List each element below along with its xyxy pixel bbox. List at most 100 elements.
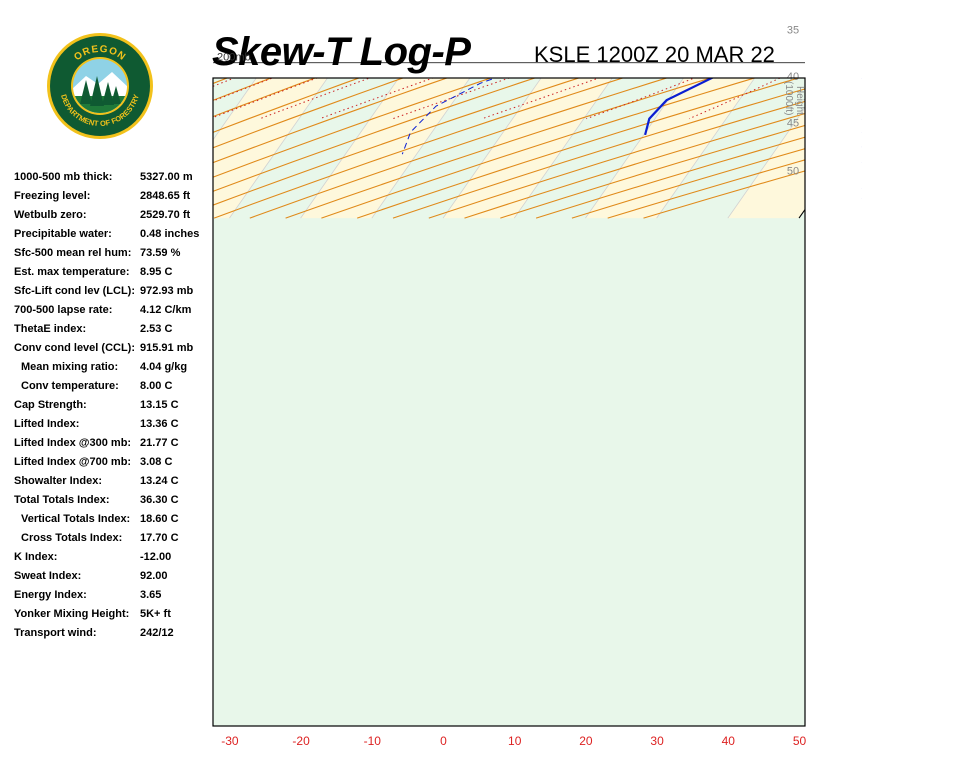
stat-label: Lifted Index: (14, 418, 80, 430)
isotherm (585, 78, 684, 219)
stat-label: Yonker Mixing Height: (14, 608, 130, 620)
barb-pennant (893, 41, 900, 56)
stat-value: 2529.70 ft (140, 209, 191, 221)
stat-value: 4.12 C/km (140, 304, 192, 316)
stat-label: Precipitable water: (14, 228, 112, 240)
barb-staff (862, 49, 899, 56)
x-tick-label: -30 (221, 734, 239, 748)
stat-label: Est. max temperature: (14, 266, 130, 278)
stat-label: Lifted Index @700 mb: (14, 456, 132, 468)
temperature-band (799, 209, 805, 219)
wind-barb (862, 49, 899, 69)
chart-title: Skew-T Log-P (212, 30, 471, 74)
barb-staff (862, 63, 899, 70)
temperature-band (941, 0, 960, 218)
temperature-band (371, 78, 542, 219)
stat-value: 13.15 C (140, 399, 179, 411)
isotherm (300, 78, 400, 219)
barb-flag (895, 0, 898, 8)
temperature-band (443, 78, 613, 219)
barb-pennant (893, 68, 900, 83)
isotherm (513, 78, 613, 219)
isotherm (213, 78, 257, 141)
stat-value: 18.60 C (140, 513, 179, 525)
stat-label: Transport wind: (14, 627, 97, 639)
isotherm (442, 78, 542, 219)
stat-label: Conv cond level (CCL): (14, 342, 136, 354)
isotherm (0, 0, 214, 218)
barb-staff (861, 188, 862, 189)
barb-staff (861, 197, 862, 199)
wind-barb (862, 63, 899, 83)
moist-adiabat (688, 78, 782, 120)
stat-value: 4.04 g/kg (140, 361, 188, 373)
height-tick-label: 40 (787, 71, 799, 83)
wind-barb (861, 132, 862, 133)
stat-value: 0.48 inches (140, 228, 200, 240)
stat-value: 17.70 C (140, 532, 179, 544)
wind-barb (861, 146, 862, 148)
stat-label: 700-500 lapse rate: (14, 304, 113, 316)
barb-flag (890, 0, 893, 7)
height-tick-label: 45 (787, 118, 799, 130)
stat-label: Energy Index: (14, 589, 87, 601)
stat-value: 92.00 (140, 570, 168, 582)
temperature-band (0, 0, 143, 218)
barb-pennant (893, 54, 900, 69)
stat-label: Sweat Index: (14, 570, 82, 582)
stat-label: Sfc-Lift cond lev (LCL): (14, 285, 135, 297)
x-tick-label: 10 (508, 734, 522, 748)
barb-staff (861, 146, 862, 148)
stat-value: 36.30 C (140, 494, 179, 506)
isotherm (0, 0, 143, 218)
x-tick-label: 0 (440, 734, 447, 748)
temperature-band (213, 78, 328, 219)
stat-label: Showalter Index: (14, 475, 103, 487)
stat-value: -12.00 (140, 551, 172, 563)
stat-value: 915.91 mb (140, 342, 194, 354)
stat-label: Total Totals Index: (14, 494, 110, 506)
stat-value: 73.59 % (140, 247, 181, 259)
stat-label: Cap Strength: (14, 399, 87, 411)
barb-flag (885, 3, 888, 17)
oregon-forestry-logo: OREGON DEPARTMENT OF FORESTRY (47, 33, 153, 139)
barb-flag (900, 4, 903, 18)
barb-flag (890, 3, 893, 17)
barb-flag (900, 0, 903, 8)
stat-value: 5327.00 m (140, 171, 193, 183)
isotherm (656, 78, 756, 219)
stat-label: Lifted Index @300 mb: (14, 437, 132, 449)
stat-label: Sfc-500 mean rel hum: (14, 247, 132, 259)
stat-label: Vertical Totals Index: (21, 513, 131, 525)
temperature-band (585, 78, 755, 219)
x-tick-label: 20 (579, 734, 593, 748)
pressure-label: 200mb (217, 52, 251, 64)
barb-staff (861, 118, 862, 120)
barb-pennant (893, 83, 900, 98)
barb-flag (885, 0, 888, 7)
stat-label: Conv temperature: (21, 380, 119, 392)
wind-barb (861, 77, 900, 98)
x-tick-label: 40 (722, 734, 736, 748)
stat-label: Cross Totals Index: (21, 532, 123, 544)
stat-label: ThetaE index: (14, 323, 87, 335)
temperature-band (0, 0, 214, 218)
stat-value: 13.36 C (140, 418, 179, 430)
wind-barb (861, 188, 862, 189)
logo-tree-icon (80, 80, 92, 104)
wind-barb (861, 118, 862, 120)
stat-value: 242/12 (140, 627, 174, 639)
temperature-band (656, 78, 805, 219)
wind-barb (862, 0, 903, 8)
barb-flag (895, 4, 898, 18)
stat-value: 8.95 C (140, 266, 173, 278)
stat-value: 21.77 C (140, 437, 179, 449)
stat-label: Freezing level: (14, 190, 91, 202)
zero-isotherm (798, 208, 805, 219)
barb-staff (861, 132, 862, 133)
wind-barb (862, 36, 899, 56)
stat-value: 2.53 C (140, 323, 173, 335)
height-axis-unit: (1000ft) (783, 81, 794, 115)
isotherm (870, 0, 960, 218)
